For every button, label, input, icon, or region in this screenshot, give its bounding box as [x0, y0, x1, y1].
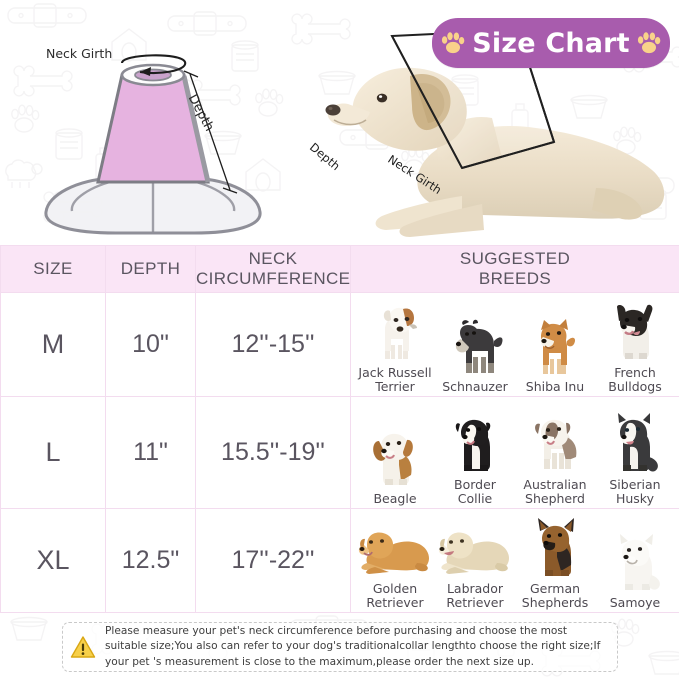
- dog-photo-german-shepherd: [515, 511, 595, 581]
- dog-photo-jack-russell-terrier: [355, 295, 435, 365]
- cell-breeds-l: Beagle: [350, 396, 679, 509]
- breed-item: Australian Shepherd: [515, 399, 595, 505]
- dog-photo-beagle: [355, 399, 435, 491]
- cell-neck-xl: 17''-22'': [195, 508, 351, 613]
- dog-photo-shiba-inu: [515, 295, 595, 379]
- breed-item: Shiba Inu: [515, 295, 595, 393]
- dog-photo-siberian-husky: [595, 399, 675, 477]
- breed-label: German Shepherds: [521, 581, 589, 610]
- cone-neck-girth-label: Neck Girth: [46, 46, 113, 61]
- breed-item: Jack Russell Terrier: [355, 295, 435, 393]
- table-row: L 11" 15.5''-19'': [0, 396, 679, 509]
- breed-label: Samoye: [609, 594, 661, 610]
- breed-item: German Shepherds: [515, 511, 595, 609]
- column-header-suggested-breeds: SUGGESTED BREEDS: [350, 245, 679, 293]
- breed-label: Siberian Husky: [609, 477, 661, 506]
- cell-depth-xl: 12.5": [105, 508, 196, 613]
- breed-label: French Bulldogs: [608, 365, 662, 394]
- disclaimer-text: Please measure your pet's neck circumfer…: [105, 624, 601, 668]
- breed-label: Shiba Inu: [525, 378, 585, 394]
- warning-triangle-icon: [70, 636, 96, 658]
- column-header-size: SIZE: [0, 245, 106, 293]
- breed-item: Siberian Husky: [595, 399, 675, 505]
- paw-print-icon: [442, 32, 465, 54]
- paw-print-icon: [637, 32, 661, 54]
- disclaimer-box: Please measure your pet's neck circumfer…: [62, 622, 618, 672]
- breed-label: Schnauzer: [442, 378, 508, 394]
- table-header-row: SIZE DEPTH NECK CIRCUMFERENCE SUGGESTED …: [0, 245, 679, 293]
- dog-photo-border-collie: [435, 399, 515, 477]
- column-header-depth: DEPTH: [105, 245, 196, 293]
- breed-label: Jack Russell Terrier: [358, 365, 432, 394]
- cell-neck-l: 15.5''-19'': [195, 396, 351, 509]
- cell-depth-m: 10": [105, 292, 196, 397]
- column-header-neck-circumference: NECK CIRCUMFERENCE: [195, 245, 351, 293]
- dog-photo-labrador-retriever: [435, 511, 515, 581]
- cell-depth-l: 11": [105, 396, 196, 509]
- cell-size-l: L: [0, 396, 106, 509]
- breed-label: Australian Shepherd: [523, 477, 587, 506]
- dog-photo-australian-shepherd: [515, 399, 595, 477]
- size-chart-title: Size Chart: [472, 27, 630, 59]
- cell-breeds-xl: Golden Retriever: [350, 508, 679, 613]
- breed-label: Beagle: [373, 490, 417, 506]
- breed-label: Labrador Retriever: [446, 581, 504, 610]
- breed-item: Beagle: [355, 399, 435, 505]
- cell-size-xl: XL: [0, 508, 106, 613]
- dog-photo-french-bulldog: [595, 295, 675, 365]
- cell-breeds-m: Jack Russell Terrier: [350, 292, 679, 397]
- breed-label: Border Collie: [454, 477, 496, 506]
- breed-item: Border Collie: [435, 399, 515, 505]
- table-row: M 10" 12''-15'': [0, 292, 679, 397]
- table-row: XL 12.5" 17''-22'': [0, 508, 679, 613]
- breed-item: Golden Retriever: [355, 511, 435, 609]
- dog-photo-golden-retriever: [355, 511, 435, 581]
- cell-neck-m: 12''-15'': [195, 292, 351, 397]
- breed-item: French Bulldogs: [595, 295, 675, 393]
- hero-section: Neck Girth Depth: [0, 0, 679, 245]
- dog-photo-schnauzer: [435, 295, 515, 379]
- breed-item: Labrador Retriever: [435, 511, 515, 609]
- size-chart-table: SIZE DEPTH NECK CIRCUMFERENCE SUGGESTED …: [0, 245, 679, 613]
- breed-item: Samoye: [595, 511, 675, 609]
- cell-size-m: M: [0, 292, 106, 397]
- breed-item: Schnauzer: [435, 295, 515, 393]
- size-chart-title-badge: Size Chart: [432, 18, 670, 68]
- breed-label: Golden Retriever: [366, 581, 424, 610]
- dog-photo-samoyed: [595, 511, 675, 595]
